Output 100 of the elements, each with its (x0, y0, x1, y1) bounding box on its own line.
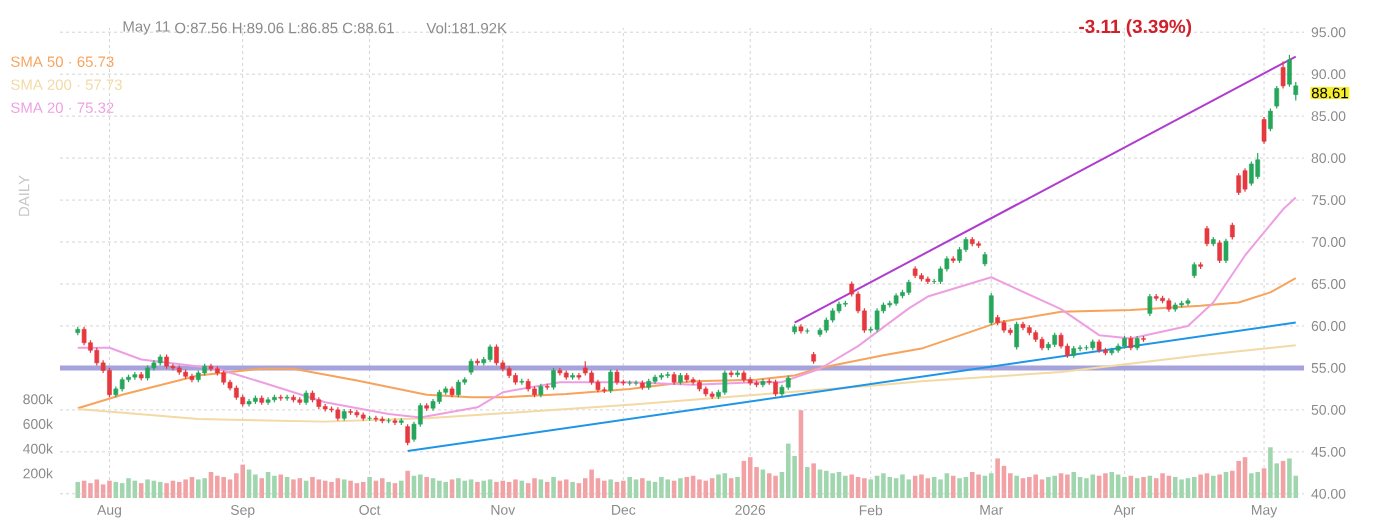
candlestick (1147, 293, 1153, 317)
candlestick (1223, 238, 1229, 264)
candlestick (576, 372, 582, 381)
bar (1027, 476, 1032, 498)
bar (386, 481, 391, 498)
bar (221, 476, 226, 498)
bar (196, 479, 201, 498)
bar (75, 481, 81, 498)
bar (843, 475, 848, 498)
bar (456, 478, 461, 498)
candlestick (1242, 167, 1248, 193)
candlestick (1204, 225, 1210, 247)
bar (988, 473, 994, 498)
bar (602, 480, 607, 498)
bar (367, 476, 372, 498)
bar (811, 463, 816, 498)
bar (1052, 475, 1057, 498)
bar (570, 481, 575, 498)
bar (849, 474, 854, 498)
bar (735, 476, 740, 498)
bar (608, 479, 613, 498)
candlestick (1217, 239, 1222, 264)
bar (773, 475, 778, 498)
bar (684, 476, 690, 498)
bar (1191, 476, 1197, 498)
bar (969, 472, 975, 498)
bar (1046, 476, 1051, 498)
candlestick (551, 367, 556, 391)
bar (976, 474, 981, 498)
bar (551, 476, 556, 498)
bar (443, 481, 448, 498)
bar (240, 464, 245, 498)
bar (176, 481, 182, 498)
bar (481, 480, 487, 498)
bar (532, 478, 537, 498)
bar (215, 475, 220, 498)
bar (678, 478, 683, 498)
bar (1255, 472, 1260, 498)
candlestick (1249, 160, 1254, 187)
bar (1287, 458, 1292, 498)
bar (659, 476, 664, 498)
bar (785, 443, 791, 498)
candlestick (494, 343, 499, 366)
bar (157, 481, 163, 498)
bar (640, 478, 645, 498)
candlestick (608, 368, 613, 394)
bar (1103, 473, 1108, 498)
bar (494, 481, 499, 498)
line-series (76, 344, 1297, 423)
bar (830, 473, 835, 498)
bar (824, 470, 829, 498)
bar (582, 478, 588, 498)
candlestick (1077, 344, 1083, 352)
candlestick (633, 379, 639, 387)
candlestick (1014, 321, 1019, 351)
bar (646, 480, 651, 498)
candlestick (392, 417, 398, 426)
candlestick (405, 423, 410, 446)
bar (291, 479, 296, 498)
bar (881, 473, 886, 498)
bar (868, 479, 874, 498)
bar (164, 483, 169, 498)
bar (475, 481, 480, 498)
candlestick (284, 394, 290, 402)
bar (272, 475, 277, 498)
bar (379, 478, 385, 498)
bar (900, 474, 905, 498)
bar (1179, 479, 1184, 498)
bar (145, 479, 150, 498)
bar (399, 480, 404, 498)
bar (1172, 476, 1178, 498)
bar (234, 473, 239, 498)
bar (1065, 474, 1070, 498)
candlestick (373, 415, 379, 423)
bar (1249, 473, 1254, 498)
candlestick (1261, 116, 1267, 145)
bar (627, 476, 632, 498)
candlestick (81, 326, 87, 346)
bar (348, 480, 353, 498)
bar (126, 478, 131, 498)
bar (1141, 476, 1146, 498)
bar (1122, 476, 1127, 498)
bar (887, 476, 893, 498)
bar (1071, 472, 1077, 498)
bar (462, 480, 468, 498)
candlestick (1268, 107, 1273, 132)
bar (1084, 478, 1089, 498)
candlestick (988, 292, 994, 326)
bar (938, 479, 943, 498)
bar (766, 473, 772, 498)
bar (513, 479, 518, 498)
bar (589, 469, 594, 498)
annotation: -3.11 (3.39%) (1079, 19, 1192, 37)
bar (697, 479, 702, 498)
bar (716, 474, 721, 498)
bar (563, 479, 569, 498)
bar (862, 478, 867, 498)
candlestick (722, 369, 728, 396)
bar (1160, 473, 1165, 498)
candlestick (107, 367, 112, 398)
